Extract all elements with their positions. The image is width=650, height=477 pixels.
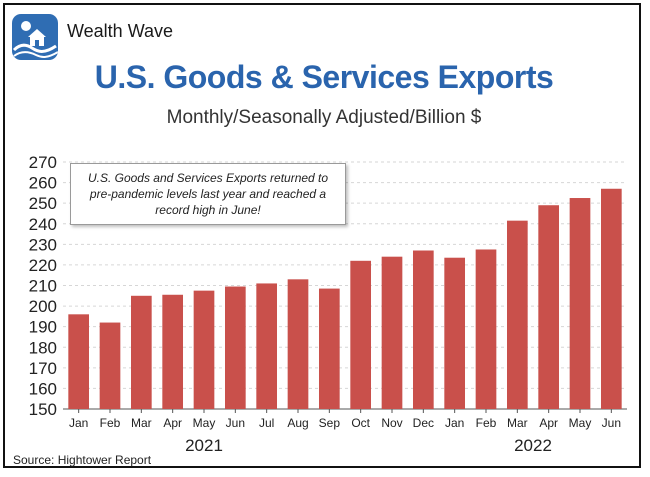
x-tick-label: Apr [539,416,558,430]
brand-name: Wealth Wave [67,21,174,41]
x-tick-label: Feb [476,416,497,430]
x-tick-label: Feb [100,416,121,430]
bar [162,294,184,409]
y-tick-label: 150 [29,400,57,419]
bar [538,205,560,409]
bar [99,322,121,409]
bar [193,290,215,409]
y-tick-label: 180 [29,338,57,357]
chart-subtitle: Monthly/Seasonally Adjusted/Billion $ [166,107,482,128]
bar [256,283,278,409]
y-tick-label: 250 [29,194,57,213]
y-tick-label: 210 [29,277,57,296]
bar [381,256,403,409]
y-tick-label: 260 [29,174,57,193]
x-tick-label: May [569,416,592,430]
wealth-wave-logo-icon [12,14,58,60]
x-tick-label: Dec [413,416,434,430]
bar [287,279,309,409]
x-tick-label: May [193,416,216,430]
year-label: 2021 [185,436,223,455]
y-tick-label: 240 [29,215,57,234]
year-label: 2022 [514,436,552,455]
bar [475,249,497,409]
y-tick-label: 220 [29,256,57,275]
x-tick-label: Nov [381,416,402,430]
y-tick-label: 160 [29,379,57,398]
x-tick-label: Apr [163,416,182,430]
bar [569,198,591,409]
y-tick-label: 200 [29,297,57,316]
chart-title: U.S. Goods & Services Exports [94,59,554,95]
bar [350,260,372,409]
y-tick-label: 190 [29,318,57,337]
x-tick-label: Aug [287,416,308,430]
chart-annotation: U.S. Goods and Services Exports returned… [70,163,346,225]
x-tick-label: Mar [507,416,528,430]
x-tick-label: Mar [131,416,152,430]
source-note: Source: Hightower Report [13,453,152,467]
bar [318,288,340,409]
bar [444,257,466,409]
y-tick-label: 170 [29,359,57,378]
x-tick-label: Jan [69,416,88,430]
bar [412,250,434,409]
x-tick-label: Sep [319,416,341,430]
x-tick-label: Jul [259,416,274,430]
x-tick-label: Oct [351,416,370,430]
x-tick-label: Jun [602,416,621,430]
bar [224,286,246,409]
y-tick-label: 270 [29,153,57,172]
bar [68,314,90,409]
chart-frame: Wealth Wave U.S. Goods & Services Export… [3,3,641,468]
y-tick-label: 230 [29,235,57,254]
x-tick-label: Jan [445,416,464,430]
x-tick-label: Jun [226,416,245,430]
bar [506,220,528,409]
bar [600,188,622,409]
bar [130,295,152,409]
